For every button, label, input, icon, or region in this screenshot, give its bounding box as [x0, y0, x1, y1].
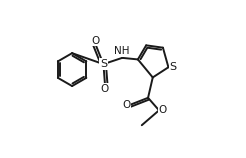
Text: S: S [169, 62, 177, 72]
Text: O: O [159, 105, 167, 115]
Text: O: O [101, 84, 109, 94]
Text: O: O [122, 100, 130, 110]
Text: S: S [100, 59, 107, 69]
Text: NH: NH [114, 46, 130, 56]
Text: O: O [92, 36, 100, 46]
